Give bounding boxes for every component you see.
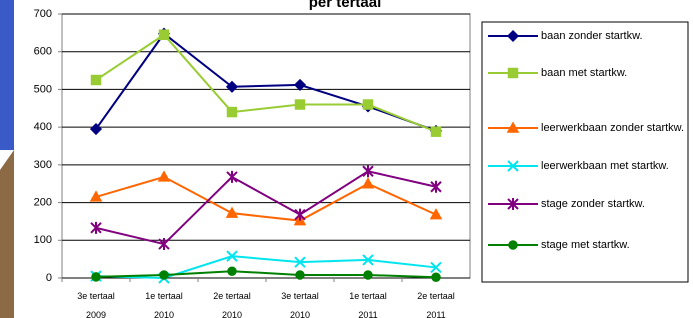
x-tick-label: 3e tertaal 2010 [266,287,334,318]
marker [509,241,517,249]
x-tick-label: 1e tertaal 2010 [130,287,198,318]
legend-label: leerwerkbaan met startkw. [541,157,686,176]
marker [364,271,372,279]
side-image [0,150,14,318]
y-tick-label: 100 [34,234,52,246]
y-tick-label: 0 [46,272,52,284]
marker [160,271,168,279]
marker [432,273,440,281]
x-tick-label: 2e tertaal 2011 [402,287,470,318]
marker [160,30,169,39]
y-tick-label: 400 [34,121,52,133]
marker [228,267,236,275]
y-tick-label: 300 [34,159,52,171]
y-tick-label: 500 [34,83,52,95]
marker [296,271,304,279]
marker [92,76,101,85]
marker [92,273,100,281]
chart-page: per tertaal 0 100 200 300 400 500 600 700 3e te… [0,0,693,318]
plot-area [62,14,470,278]
marker [228,108,237,117]
marker [432,127,441,136]
legend-label: baan zonder startkw. [541,27,686,46]
y-tick-label: 600 [34,46,52,58]
y-tick-label: 200 [34,196,52,208]
legend-label: stage zonder startkw. [541,195,686,214]
chart-title: per tertaal [309,0,382,11]
marker [296,100,305,109]
x-tick-label: 3e tertaal 2009 [62,287,130,318]
legend-label: stage met startkw. [541,236,686,255]
marker [364,100,373,109]
legend-label: baan met startkw. [541,64,686,83]
x-tick-label: 2e tertaal 2010 [198,287,266,318]
legend-label: leerwerkbaan zonder startkw. [541,119,686,138]
y-tick-label: 700 [34,8,52,20]
marker [509,69,518,78]
x-tick-label: 1e tertaal 2011 [334,287,402,318]
side-panel [0,0,14,150]
